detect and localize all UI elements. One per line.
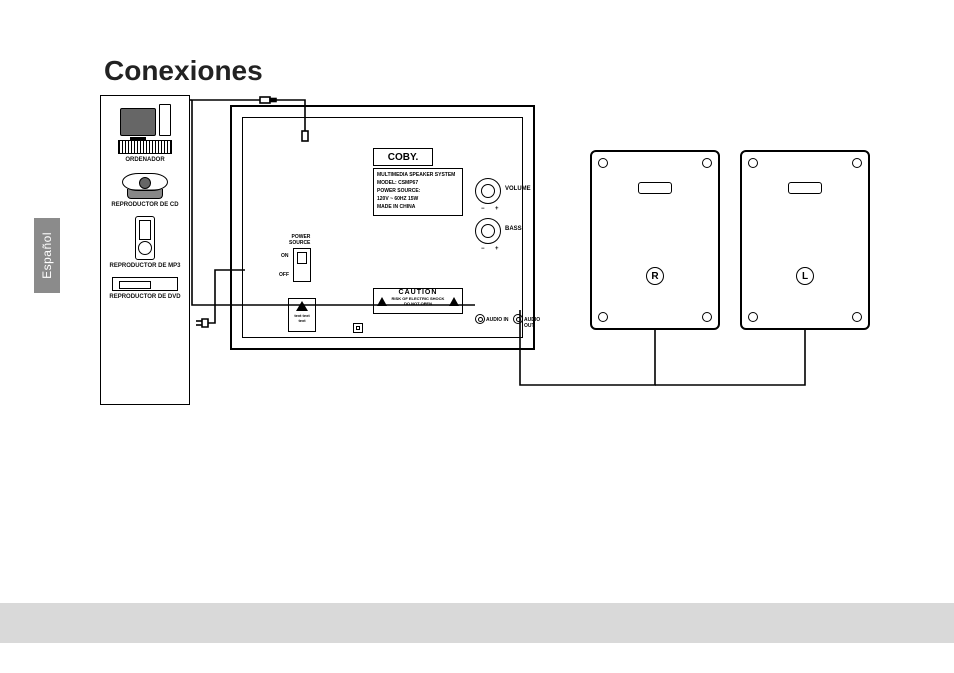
power-label: POWER SOURCE [289, 234, 310, 246]
pc-icon [120, 104, 171, 136]
speaker-right: R [590, 150, 720, 330]
bass-knob [475, 218, 501, 244]
cd-player-icon [122, 173, 168, 191]
language-tab-label: Español [40, 232, 54, 279]
language-tab: Español [34, 218, 60, 293]
warning-plate: text text text [288, 298, 316, 332]
label-pc: ORDENADOR [125, 157, 164, 163]
brand-label: COBY. [373, 148, 433, 166]
spec-plate: MULTIMEDIA SPEAKER SYSTEM MODEL: CSMP67 … [373, 168, 463, 216]
double-insulation-icon [353, 323, 363, 333]
page-title: Conexiones [104, 55, 263, 87]
on-label: ON [281, 253, 289, 259]
volume-knob [475, 178, 501, 204]
channel-l-icon: L [796, 267, 814, 285]
label-dvd: REPRODUCTOR DE DVD [109, 294, 180, 300]
hazard-icon [377, 297, 387, 306]
audio-in-jack [475, 314, 485, 324]
audio-out-jack [513, 314, 523, 324]
off-label: OFF [279, 272, 289, 278]
bass-label: BASS [505, 226, 522, 232]
speaker-slot [788, 182, 822, 194]
dvd-player-icon [112, 277, 178, 291]
sources-panel: ORDENADOR REPRODUCTOR DE CD REPRODUCTOR … [100, 95, 190, 405]
audio-in-label: AUDIO IN [486, 317, 509, 323]
connection-diagram: ORDENADOR REPRODUCTOR DE CD REPRODUCTOR … [100, 95, 880, 415]
hazard-icon [449, 297, 459, 306]
label-mp3: REPRODUCTOR DE MP3 [110, 263, 181, 269]
keyboard-icon [118, 140, 172, 154]
speaker-slot [638, 182, 672, 194]
volume-label: VOLUME [505, 186, 531, 192]
speaker-left: L [740, 150, 870, 330]
caution-plate: CAUTION RISK OF ELECTRIC SHOCK DO NOT OP… [373, 288, 463, 314]
label-cd: REPRODUCTOR DE CD [111, 202, 178, 208]
power-switch [293, 248, 311, 282]
audio-out-label: AUDIO OUT [524, 317, 540, 329]
channel-r-icon: R [646, 267, 664, 285]
mp3-player-icon [135, 216, 155, 260]
main-unit: COBY. MULTIMEDIA SPEAKER SYSTEM MODEL: C… [230, 105, 535, 350]
footer-bar [0, 603, 954, 643]
